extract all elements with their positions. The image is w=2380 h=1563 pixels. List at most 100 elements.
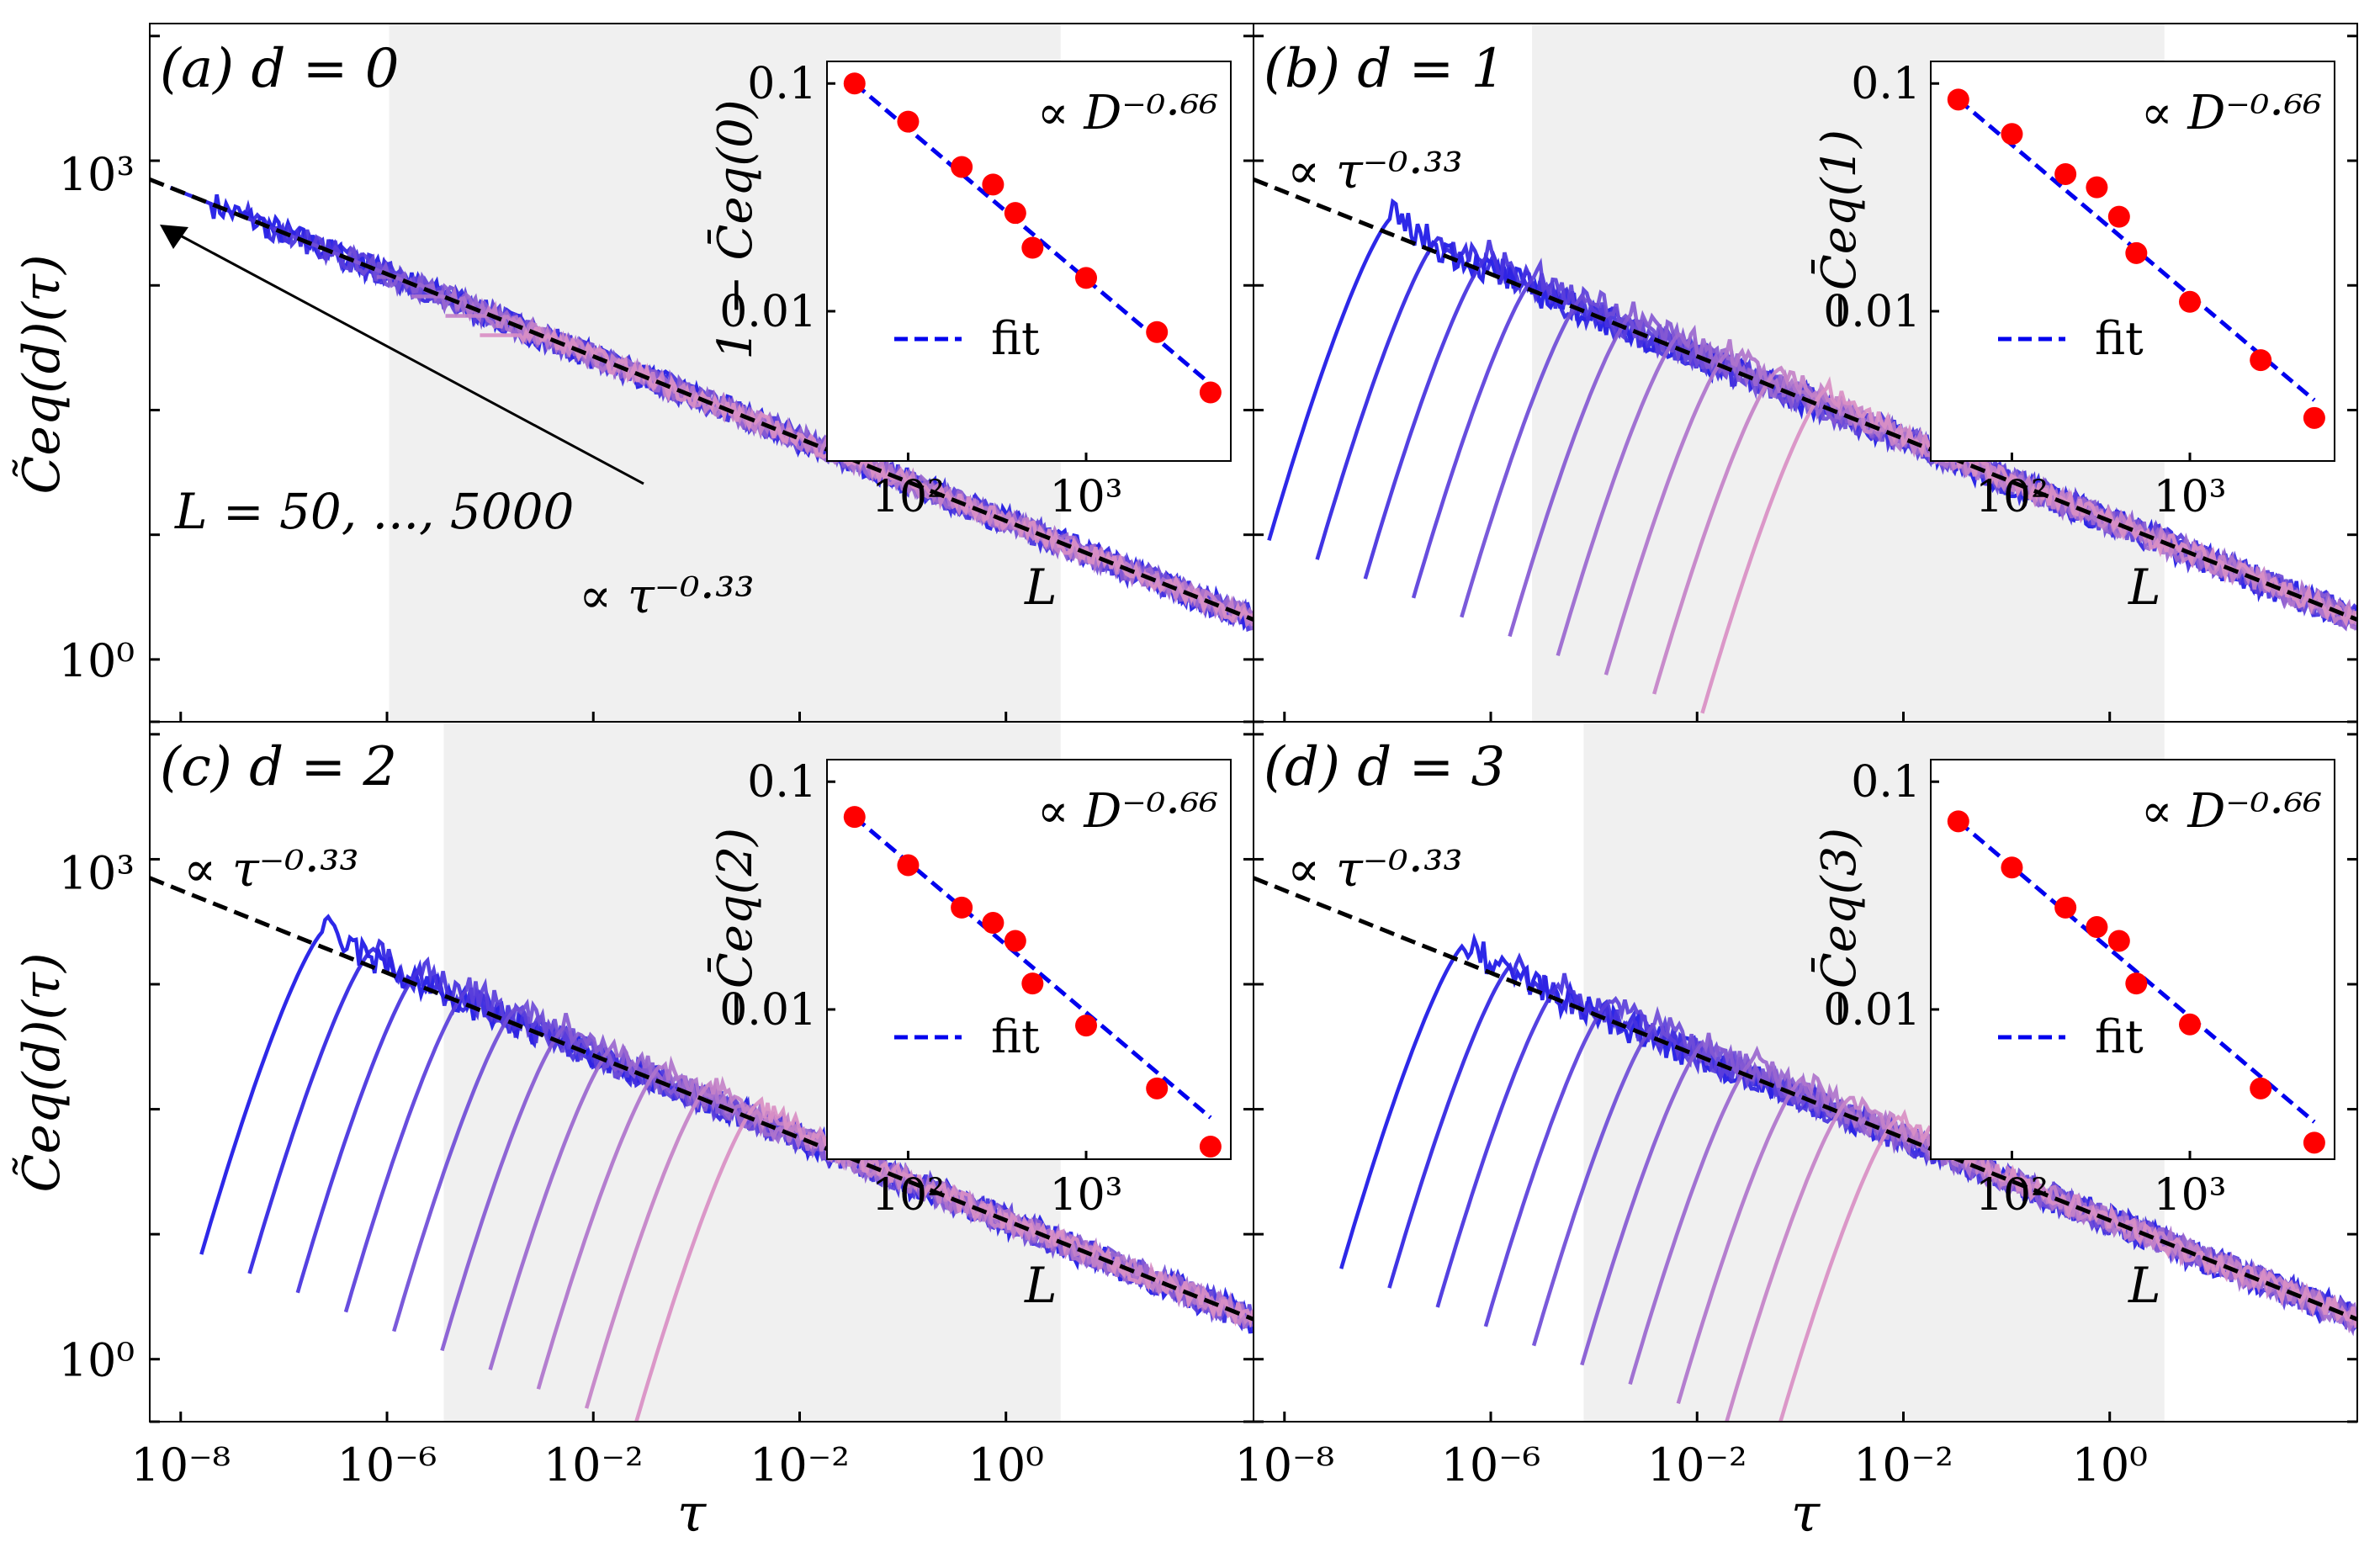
inset-power-law-label: ∝ D⁻⁰·⁶⁶ — [2141, 86, 2322, 140]
panel-label: (a) d = 0 — [160, 38, 399, 100]
inset-data-point — [2054, 162, 2077, 185]
x-tick-label: 10⁰ — [968, 1438, 1044, 1491]
inset-x-tick-label: 10² — [872, 472, 945, 522]
x-tick-label: 10⁻⁶ — [337, 1438, 437, 1491]
y-tick-label: 10⁰ — [59, 1334, 135, 1387]
inset-y-tick-label: 0.1 — [747, 757, 817, 808]
inset-x-tick-label: 10³ — [2154, 1170, 2227, 1221]
power-law-label: ∝ τ⁻⁰·³³ — [183, 840, 359, 898]
inset-legend-label: fit — [991, 312, 1040, 365]
inset-data-point — [897, 854, 920, 877]
x-tick-label: 10⁻² — [1647, 1438, 1747, 1491]
inset-data-point — [1004, 202, 1026, 225]
inset-x-tick-label: 10² — [1975, 1170, 2049, 1221]
inset-data-point — [1199, 1135, 1222, 1158]
y-tick-label: 10³ — [59, 846, 135, 899]
inset-data-point — [2001, 123, 2023, 146]
size-label: L — [1024, 1257, 1057, 1314]
inset-frame — [826, 61, 1232, 462]
inset-data-point — [2054, 896, 2077, 919]
inset-data-point — [2250, 349, 2272, 372]
inset-y-label: −C̄eq(1) — [1810, 130, 1867, 330]
inset-y-label: −C̄eq(2) — [707, 828, 763, 1028]
inset: 10² 10³ 0.1 0.01 ∝ D⁻⁰·⁶⁶ fit −C̄eq(1) — [1810, 59, 2335, 522]
inset-data-point — [2179, 290, 2202, 313]
inset-data-point — [2107, 205, 2130, 228]
inset-y-tick-label: 0.1 — [1851, 757, 1921, 808]
inset-data-point — [1146, 1077, 1169, 1099]
inset-y-label: −C̄eq(3) — [1810, 828, 1867, 1028]
inset-y-tick-label: 0.01 — [719, 985, 817, 1036]
series-line — [1700, 376, 2357, 714]
size-label: L — [2128, 559, 2161, 616]
inset-data-point — [2086, 916, 2108, 939]
x-tick-label: 10⁰ — [2072, 1438, 2148, 1491]
panel-label: (d) d = 3 — [1264, 736, 1505, 798]
inset-data-point — [843, 72, 866, 95]
series-line — [1603, 339, 2356, 676]
x-tick-label: 10⁻² — [750, 1438, 850, 1491]
inset-x-tick-label: 10³ — [1050, 1170, 1123, 1221]
size-arrow-head — [160, 225, 188, 249]
inset-legend-label: fit — [2095, 312, 2144, 365]
power-law-label: ∝ τ⁻⁰·³³ — [1287, 840, 1463, 898]
inset-data-point — [951, 896, 973, 919]
inset-y-tick-label: 0.1 — [1851, 59, 1921, 109]
inset-x-tick-label: 10³ — [2154, 472, 2227, 522]
reference-power-law-line — [150, 876, 1254, 1322]
inset-data-point — [1075, 1015, 1098, 1037]
inset-y-tick-label: 0.1 — [747, 59, 817, 109]
inset-data-point — [2125, 241, 2148, 264]
inset-data-point — [1021, 236, 1044, 259]
size-label: L — [1024, 559, 1057, 616]
inset-data-point — [2179, 1013, 2202, 1036]
inset: 10² 10³ 0.1 0.01 ∝ D⁻⁰·⁶⁶ fit −C̄eq(2) — [707, 757, 1232, 1221]
inset-data-point — [2303, 1131, 2325, 1154]
inset-data-point — [1004, 930, 1026, 952]
inset-data-point — [1199, 381, 1222, 404]
panel-frame — [1253, 721, 2358, 1423]
inset-y-label: 1 − C̄eq(0) — [707, 99, 763, 359]
x-axis-label: τ — [1791, 1482, 1821, 1544]
inset-data-point — [2125, 972, 2148, 995]
inset-y-tick-label: 0.01 — [1823, 985, 1921, 1036]
inset-y-tick-label: 0.01 — [719, 287, 817, 337]
inset-x-tick-label: 10² — [1975, 472, 2049, 522]
reference-power-law-line — [150, 177, 1254, 622]
inset: 10² 10³ 0.1 0.01 ∝ D⁻⁰·⁶⁶ fit −C̄eq(3) — [1810, 757, 2335, 1221]
reference-power-law-line — [1254, 177, 2357, 622]
inset-legend-label: fit — [991, 1010, 1040, 1063]
panel-c: 10⁻⁸ 10⁻⁶ 10⁻² 10⁻² 10⁰ 10³ 10⁰ (c) d = 2 ∝ τ⁻⁰·… — [59, 721, 1254, 1491]
inset-x-tick-label: 10³ — [1050, 472, 1123, 522]
reference-power-law-line — [1254, 876, 2357, 1322]
x-tick-label: 10⁻⁶ — [1441, 1438, 1541, 1491]
panel-label: (b) d = 1 — [1264, 38, 1505, 100]
y-tick-label: 10³ — [59, 148, 135, 201]
inset-x-tick-label: 10² — [872, 1170, 945, 1221]
panel-label: (c) d = 2 — [160, 736, 397, 798]
inset-data-point — [1947, 88, 1969, 111]
power-law-label: ∝ τ⁻⁰·³³ — [1287, 142, 1463, 199]
y-axis-label: C̃eq(d)(τ) — [12, 952, 72, 1192]
panel-b: (b) d = 1 ∝ τ⁻⁰·³³ L 10² 10³ 0.1 0.01 ∝ D⁻⁰·⁶⁶ f… — [1253, 23, 2358, 723]
size-label: L — [2128, 1257, 2161, 1314]
inset-data-point — [2086, 176, 2108, 199]
panel-a: 10³ 10⁰ (a) d = 0 ∝ τ⁻⁰·³³ L L = 50, ..., 500… — [59, 23, 1254, 723]
inset-data-point — [1075, 267, 1098, 289]
inset-fit-line — [853, 815, 1212, 1120]
size-range-label: L = 50, ..., 5000 — [174, 483, 574, 540]
series-line — [634, 1096, 1254, 1422]
inset-data-point — [1021, 972, 1044, 995]
x-tick-label: 10⁻⁸ — [130, 1438, 231, 1491]
inset-power-law-label: ∝ D⁻⁰·⁶⁶ — [2141, 784, 2322, 839]
inset-data-point — [897, 110, 920, 133]
inset-data-point — [982, 912, 1004, 935]
power-law-label: ∝ τ⁻⁰·³³ — [579, 567, 755, 624]
inset-data-point — [1947, 810, 1969, 833]
inset-fit-line — [1957, 819, 2316, 1124]
inset-data-point — [951, 156, 973, 178]
inset-data-point — [2303, 406, 2325, 429]
panel-d: 10⁻⁸ 10⁻⁶ 10⁻² 10⁻² 10⁰ (d) d = 3 ∝ τ⁻⁰·³³ L 10²… — [1234, 721, 2358, 1491]
inset-power-law-label: ∝ D⁻⁰·⁶⁶ — [1037, 86, 1218, 140]
